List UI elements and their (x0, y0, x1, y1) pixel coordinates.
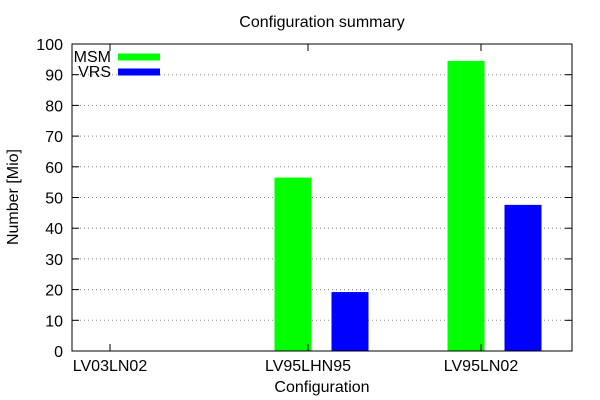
y-tick-label: 90 (45, 68, 63, 85)
legend-swatch-msm (118, 53, 160, 61)
y-tick-label: 20 (45, 283, 63, 300)
x-axis-label: Configuration (274, 379, 369, 396)
x-tick-label: LV95LHN95 (265, 358, 351, 375)
legend-label-msm: MSM (74, 49, 111, 66)
y-tick-label: 40 (45, 221, 63, 238)
bar-msm-lv95lhn95 (274, 177, 312, 351)
bar-vrs-lv95ln02 (504, 204, 542, 351)
chart-title: Configuration summary (239, 14, 404, 31)
y-tick-label: 0 (54, 344, 63, 361)
y-tick-label: 80 (45, 98, 63, 115)
y-axis-ticks: 0 10 20 30 40 50 60 70 80 90 100 (36, 37, 572, 361)
y-tick-label: 50 (45, 191, 63, 208)
x-tick-label: LV03LN02 (73, 358, 148, 375)
bar-vrs-lv95lhn95 (331, 292, 369, 351)
y-axis-label: Number [Mio] (5, 149, 22, 245)
x-tick-label: LV95LN02 (444, 358, 519, 375)
y-tick-label: 100 (36, 37, 63, 54)
legend-label-vrs: VRS (78, 64, 111, 81)
gridlines (72, 74, 572, 321)
y-tick-label: 60 (45, 160, 63, 177)
y-tick-label: 30 (45, 252, 63, 269)
legend-swatch-vrs (118, 68, 160, 76)
y-tick-label: 70 (45, 129, 63, 146)
y-tick-label: 10 (45, 313, 63, 330)
bar-msm-lv95ln02 (447, 60, 485, 351)
x-axis-ticks: LV03LN02 LV95LHN95 LV95LN02 (73, 44, 519, 375)
bars (274, 60, 542, 351)
